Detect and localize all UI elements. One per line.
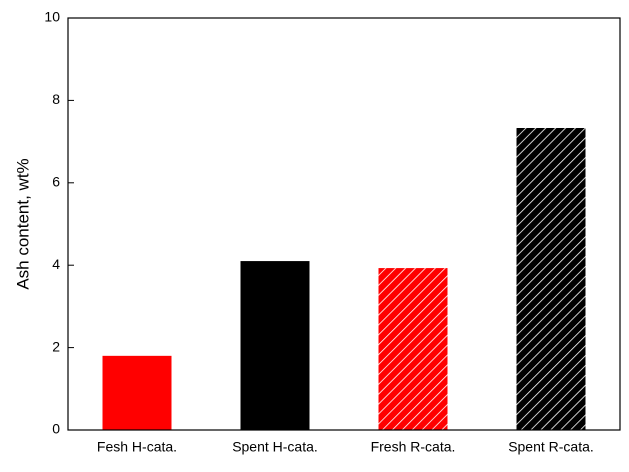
bar-hatch xyxy=(378,268,448,430)
x-tick-label: Fresh R-cata. xyxy=(371,439,456,455)
x-tick-label: Fesh H-cata. xyxy=(97,439,177,455)
x-tick-label: Spent H-cata. xyxy=(232,439,318,455)
x-tick-label: Spent R-cata. xyxy=(508,439,594,455)
plot-frame xyxy=(67,17,621,431)
bar xyxy=(240,261,310,430)
y-tick-label: 6 xyxy=(52,174,60,190)
y-axis-title: Ash content, wt% xyxy=(13,158,32,289)
bar-hatch xyxy=(516,128,586,430)
y-tick-label: 10 xyxy=(44,9,60,25)
y-tick-label: 0 xyxy=(52,421,60,437)
y-tick-label: 4 xyxy=(52,256,60,272)
y-tick-label: 8 xyxy=(52,91,60,107)
bar xyxy=(102,355,172,430)
y-tick-label: 2 xyxy=(52,338,60,354)
